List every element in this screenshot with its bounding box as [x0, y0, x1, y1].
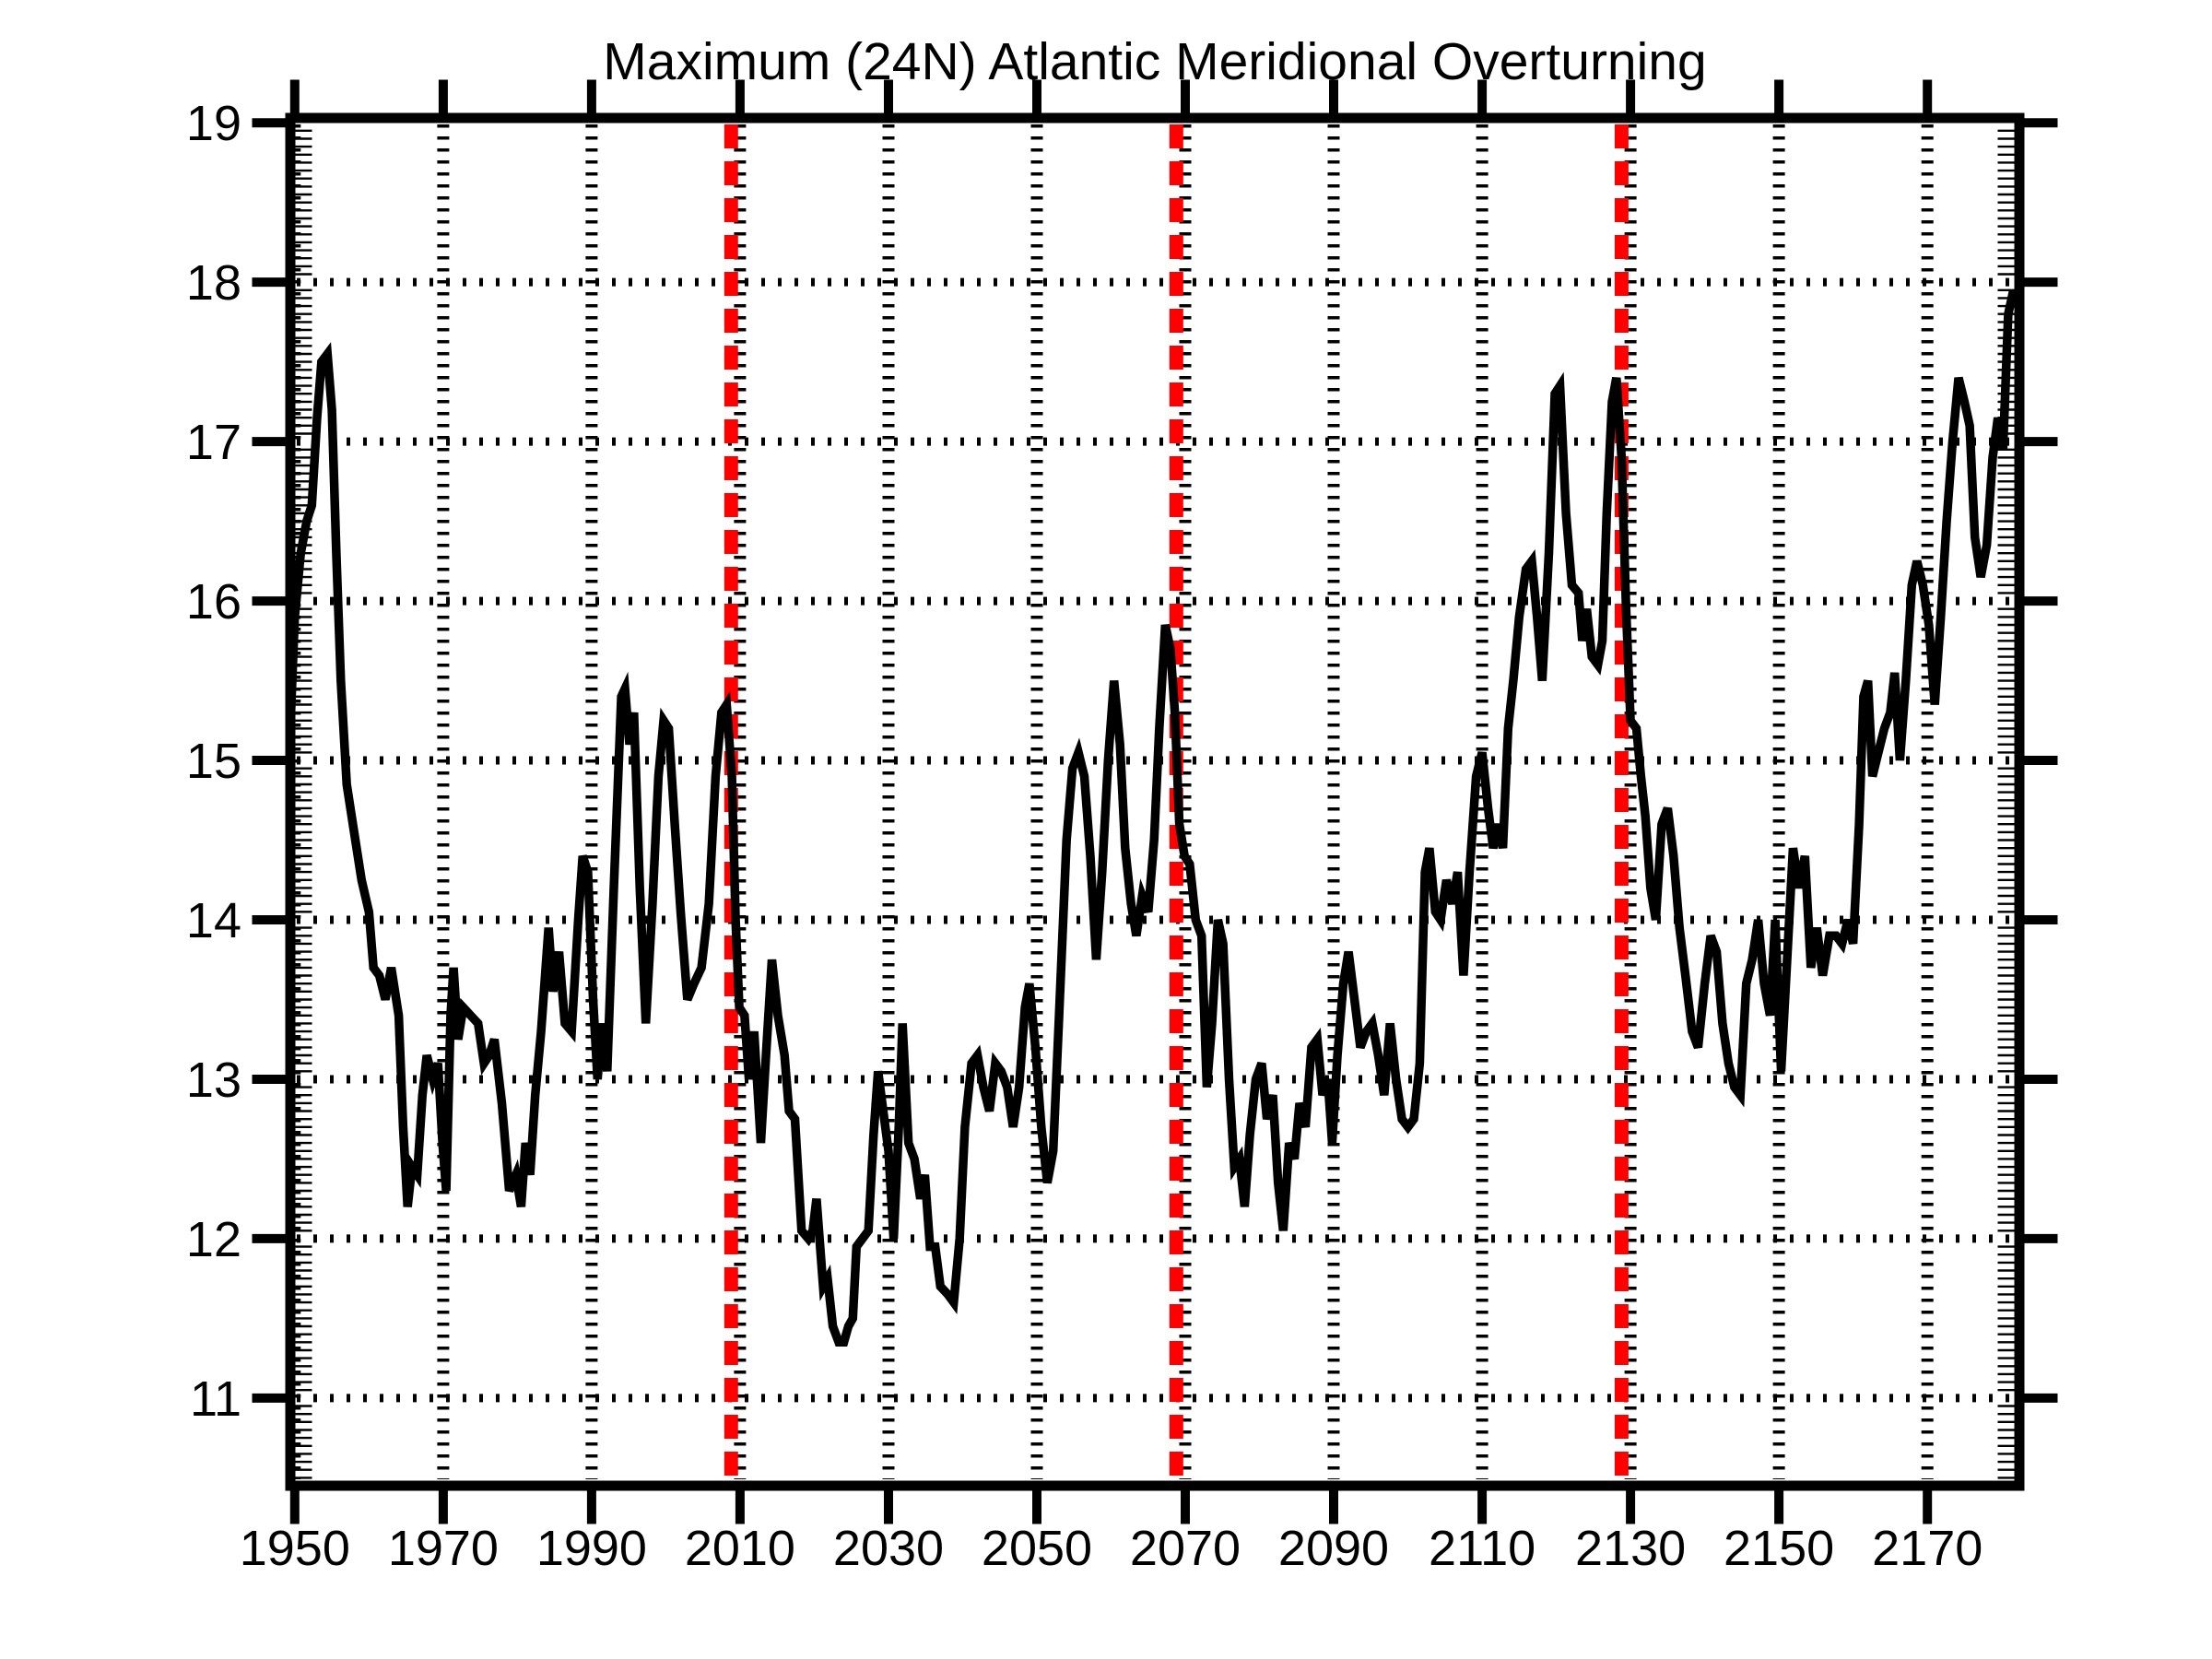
x-tick-label: 1990: [536, 1521, 647, 1576]
y-tick-label: 12: [186, 1212, 241, 1267]
y-tick-label: 17: [186, 415, 241, 470]
chart-title: Maximum (24N) Atlantic Meridional Overtu…: [603, 32, 1706, 91]
x-tick-label: 2170: [1872, 1521, 1983, 1576]
x-tick-label: 2090: [1278, 1521, 1389, 1576]
axis-tick-labels: 1950 1970 1990 2010 2030 2050 2070 2090 2110 2130…: [186, 96, 1983, 1576]
y-tick-label: 18: [186, 255, 241, 311]
x-tick-label: 2110: [1429, 1521, 1535, 1576]
x-tick-label: 2050: [982, 1521, 1092, 1576]
amoc-series-line: [286, 288, 2018, 1347]
x-tick-label: 2130: [1575, 1521, 1686, 1576]
x-tick-label: 2070: [1130, 1521, 1241, 1576]
x-tick-label: 2010: [685, 1521, 795, 1576]
y-tick-label: 15: [186, 734, 241, 789]
y-tick-label: 14: [186, 893, 241, 948]
x-tick-label: 1970: [388, 1521, 499, 1576]
series-amoc-maximum-at-24n: [286, 288, 2018, 1347]
gridlines: [288, 124, 2013, 1479]
y-tick-label: 19: [186, 96, 241, 151]
x-tick-label: 2150: [1724, 1521, 1834, 1576]
x-tick-label: 1950: [240, 1521, 350, 1576]
y-tick-label: 13: [186, 1053, 241, 1108]
y-tick-label: 11: [190, 1371, 241, 1427]
x-tick-label: 2030: [833, 1521, 944, 1576]
plot-frame: [285, 112, 2025, 1491]
y-tick-label: 16: [186, 574, 241, 629]
axes-frame-and-ticks: [252, 79, 2058, 1524]
